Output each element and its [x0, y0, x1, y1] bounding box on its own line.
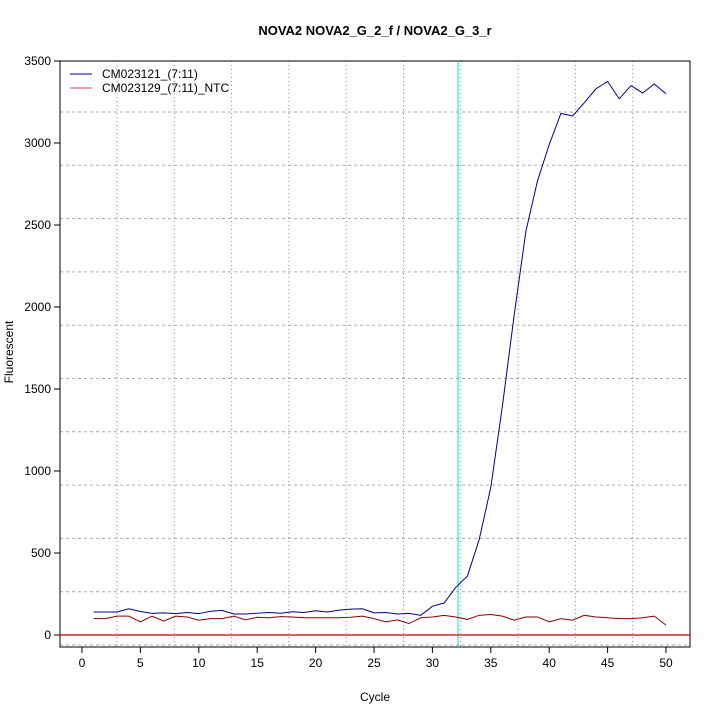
y-tick-label: 1000 — [24, 464, 51, 478]
plot-frame — [59, 60, 691, 648]
x-tick-label: 25 — [367, 656, 381, 670]
y-axis-label: Fluorescent — [2, 320, 16, 383]
series-line-1 — [93, 80, 667, 616]
x-tick-label: 40 — [543, 656, 557, 670]
x-tick-label: 30 — [426, 656, 440, 670]
x-tick-label: 20 — [309, 656, 323, 670]
legend-label-2: CM023129_(7:11)_NTC — [102, 81, 230, 95]
legend-label-1: CM023121_(7:11) — [102, 67, 198, 81]
x-tick-label: 5 — [137, 656, 144, 670]
y-tick-label: 2000 — [24, 300, 51, 314]
x-tick-label: 35 — [484, 656, 498, 670]
x-tick-label: 50 — [659, 656, 673, 670]
y-tick-label: 1500 — [24, 382, 51, 396]
y-tick-label: 500 — [31, 546, 51, 560]
y-tick-label: 0 — [44, 628, 51, 642]
y-tick-label: 2500 — [24, 218, 51, 232]
chart-title: NOVA2 NOVA2_G_2_f / NOVA2_G_3_r — [258, 23, 491, 38]
y-tick-label: 3000 — [24, 136, 51, 150]
x-tick-label: 10 — [192, 656, 206, 670]
x-tick-label: 45 — [601, 656, 615, 670]
x-axis-label: Cycle — [360, 690, 390, 704]
y-tick-label: 3500 — [24, 54, 51, 68]
x-tick-label: 0 — [79, 656, 86, 670]
series-line-2 — [93, 613, 667, 626]
x-tick-label: 15 — [251, 656, 265, 670]
legend: CM023121_(7:11) CM023129_(7:11)_NTC — [70, 67, 230, 95]
